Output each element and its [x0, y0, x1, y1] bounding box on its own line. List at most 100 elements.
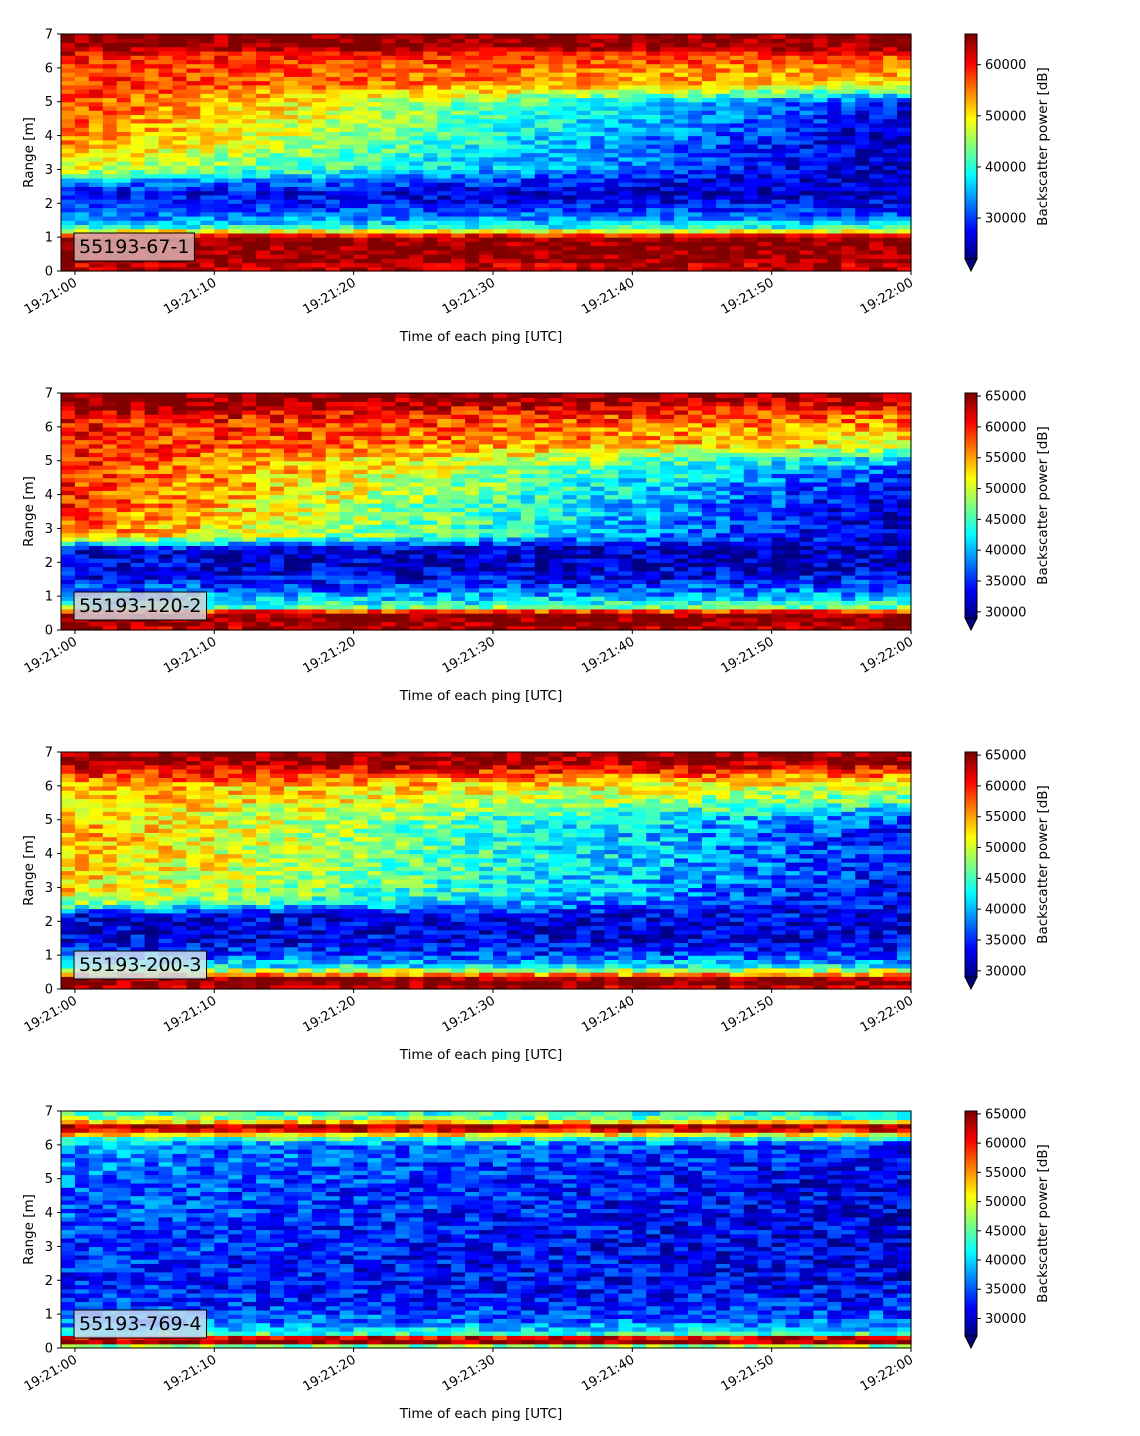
- heatmap-cell: [604, 186, 619, 192]
- heatmap-cell: [200, 72, 215, 77]
- heatmap-cell: [88, 46, 104, 52]
- heatmap-cell: [228, 503, 243, 508]
- heatmap-cell: [841, 245, 856, 251]
- heatmap-cell: [297, 587, 313, 593]
- heatmap-cell: [562, 152, 578, 158]
- heatmap-cell: [465, 266, 480, 272]
- heatmap-cell: [74, 621, 90, 627]
- heatmap-cell: [897, 122, 912, 128]
- heatmap-cell: [116, 262, 132, 268]
- heatmap-cell: [242, 393, 257, 398]
- heatmap-cell: [827, 211, 842, 217]
- heatmap-cell: [395, 536, 410, 542]
- heatmap-cell: [451, 211, 466, 217]
- heatmap-cell: [158, 190, 174, 196]
- heatmap-cell: [102, 110, 118, 116]
- heatmap-cell: [311, 549, 327, 555]
- heatmap-cell: [534, 224, 550, 230]
- heatmap-cell: [297, 443, 313, 449]
- heatmap-cell: [214, 393, 229, 398]
- heatmap-cell: [520, 34, 536, 39]
- heatmap-cell: [270, 452, 285, 458]
- heatmap-cell: [186, 583, 201, 589]
- heatmap-cell: [465, 152, 480, 158]
- heatmap-cell: [61, 148, 76, 154]
- heatmap-cell: [897, 173, 912, 179]
- colorbar-segment: [965, 97, 977, 101]
- heatmap: [61, 34, 912, 272]
- heatmap-cell: [339, 431, 355, 436]
- heatmap-cell: [883, 101, 898, 107]
- heatmap-cell: [242, 127, 257, 132]
- heatmap-cell: [186, 203, 201, 209]
- heatmap-cell: [813, 203, 828, 209]
- heatmap-cell: [200, 452, 215, 458]
- heatmap-cell: [297, 596, 313, 601]
- heatmap-cell: [325, 160, 341, 166]
- heatmap-cell: [283, 127, 299, 132]
- heatmap-cell: [200, 528, 215, 534]
- heatmap-cell: [88, 165, 104, 171]
- heatmap-cell: [256, 97, 271, 103]
- heatmap-cell: [228, 254, 243, 259]
- heatmap-cell: [827, 89, 842, 94]
- heatmap-cell: [172, 84, 188, 90]
- heatmap-cell: [869, 127, 884, 132]
- heatmap-cell: [297, 237, 313, 242]
- heatmap-cell: [270, 613, 285, 618]
- heatmap-cell: [144, 519, 160, 525]
- heatmap-cell: [479, 190, 494, 196]
- heatmap-cell: [186, 507, 201, 513]
- heatmap-cell: [214, 266, 229, 272]
- heatmap-cell: [701, 42, 717, 48]
- heatmap-cell: [576, 63, 592, 69]
- heatmap-cell: [270, 401, 285, 407]
- heatmap-cell: [367, 393, 383, 398]
- heatmap-cell: [381, 177, 397, 183]
- heatmap-cell: [604, 211, 619, 217]
- heatmap-cell: [144, 72, 160, 77]
- heatmap-cell: [590, 152, 606, 158]
- heatmap-cell: [186, 481, 201, 487]
- heatmap-cell: [381, 464, 397, 470]
- heatmap-cell: [325, 456, 341, 462]
- heatmap-cell: [228, 613, 243, 618]
- heatmap-cell: [367, 67, 383, 73]
- heatmap-cell: [604, 254, 619, 259]
- heatmap-cell: [297, 131, 313, 137]
- heatmap-cell: [506, 254, 522, 259]
- heatmap-cell: [757, 114, 773, 120]
- heatmap-cell: [283, 545, 299, 551]
- heatmap-cell: [297, 477, 313, 483]
- heatmap-cell: [688, 144, 703, 149]
- heatmap-cell: [813, 199, 828, 204]
- heatmap-cell: [283, 401, 299, 407]
- heatmap-cell: [674, 42, 689, 48]
- heatmap-cell: [297, 511, 313, 517]
- heatmap-cell: [757, 148, 773, 154]
- heatmap-cell: [172, 553, 188, 559]
- heatmap-cell: [465, 203, 480, 209]
- heatmap-cell: [367, 34, 383, 39]
- heatmap-cell: [297, 228, 313, 234]
- heatmap-cell: [548, 245, 564, 251]
- heatmap-cell: [214, 72, 229, 77]
- heatmap-cell: [242, 621, 257, 627]
- heatmap-cell: [465, 169, 480, 175]
- heatmap-cell: [172, 55, 188, 60]
- heatmap-cell: [297, 258, 313, 264]
- heatmap-cell: [339, 224, 355, 230]
- heatmap-cell: [841, 241, 856, 247]
- heatmap-cell: [61, 72, 76, 77]
- heatmap-cell: [116, 583, 132, 589]
- heatmap-cell: [492, 254, 508, 259]
- heatmap-cell: [74, 165, 90, 171]
- heatmap-cell: [799, 228, 815, 234]
- heatmap-cell: [158, 452, 174, 458]
- heatmap-cell: [256, 507, 271, 513]
- heatmap-cell: [102, 473, 118, 479]
- heatmap-cell: [743, 228, 759, 234]
- colorbar-segment: [965, 189, 977, 193]
- heatmap-cell: [520, 232, 536, 238]
- heatmap-cell: [799, 203, 815, 209]
